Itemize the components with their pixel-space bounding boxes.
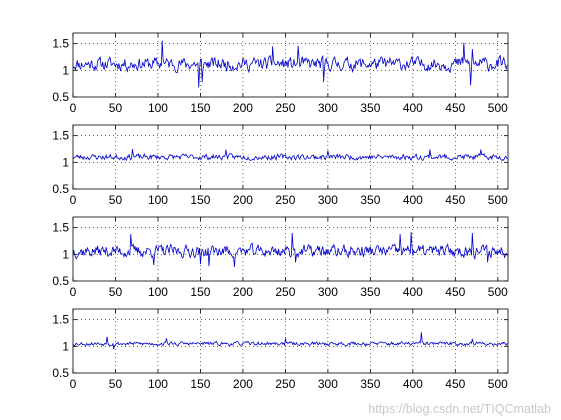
x-tick-label: 300: [318, 193, 338, 207]
x-tick-label: 250: [275, 285, 295, 299]
subplot-3: 0 50 100 150 200 250 300 350 400 450 500 0.5 1 1.5: [52, 216, 509, 299]
x-tick-label: 500: [488, 285, 508, 299]
x-tick-label: 500: [488, 193, 508, 207]
x-tick-label: 350: [360, 377, 380, 391]
x-tick-label: 50: [109, 193, 123, 207]
y-tick-label: 1.5: [52, 313, 69, 327]
y-tick-label: 0.5: [52, 90, 69, 104]
x-tick-label: 0: [70, 285, 77, 299]
x-tick-label: 100: [148, 101, 168, 115]
subplot-2: 0 50 100 150 200 250 300 350 400 450 500 0.5 1 1.5: [52, 124, 509, 207]
x-tick-label: 50: [109, 101, 123, 115]
watermark: https://blog.csdn.net/TIQCmatlab: [368, 402, 551, 416]
x-tick-label: 450: [445, 193, 465, 207]
axes-box: [72, 216, 509, 282]
x-tick-label: 50: [109, 285, 123, 299]
x-tick-label: 500: [488, 377, 508, 391]
plot-area: [73, 309, 508, 373]
y-tick-label: 0.5: [52, 182, 69, 196]
y-tick-label: 1: [62, 63, 69, 77]
y-tick-label: 1.5: [52, 37, 69, 51]
axes-box: [72, 308, 509, 374]
x-tick-label: 350: [360, 101, 380, 115]
y-tick-label: 0.5: [52, 366, 69, 380]
series-line: [72, 148, 508, 162]
y-tick-label: 1.5: [52, 221, 69, 235]
x-tick-label: 0: [70, 377, 77, 391]
x-tick-label: 400: [403, 285, 423, 299]
axes-box: [72, 32, 509, 98]
x-tick-label: 0: [70, 193, 77, 207]
subplot-1: 0 50 100 150 200 250 300 350 400 450 500 0.5 1 1.5: [52, 32, 509, 115]
x-tick-label: 350: [360, 193, 380, 207]
x-tick-label: 50: [109, 377, 123, 391]
x-tick-label: 300: [318, 377, 338, 391]
x-tick-label: 250: [275, 193, 295, 207]
x-tick-label: 100: [148, 285, 168, 299]
x-tick-label: 350: [360, 285, 380, 299]
series-line: [72, 231, 508, 268]
y-tick-label: 1: [62, 155, 69, 169]
x-tick-label: 500: [488, 101, 508, 115]
series-line: [72, 332, 508, 350]
subplot-4: 0 50 100 150 200 250 300 350 400 450 500 0.5 1 1.5: [52, 308, 509, 391]
x-tick-label: 200: [233, 285, 253, 299]
x-tick-label: 150: [190, 285, 210, 299]
series-line: [72, 40, 508, 88]
y-tick-label: 1.5: [52, 129, 69, 143]
y-tick-label: 1: [62, 339, 69, 353]
x-tick-label: 100: [148, 193, 168, 207]
x-tick-label: 250: [275, 377, 295, 391]
x-tick-label: 450: [445, 101, 465, 115]
x-tick-label: 450: [445, 377, 465, 391]
x-tick-label: 150: [190, 377, 210, 391]
axes-box: [72, 124, 509, 190]
y-tick-label: 0.5: [52, 274, 69, 288]
x-tick-label: 0: [70, 101, 77, 115]
x-tick-label: 200: [233, 193, 253, 207]
x-tick-label: 250: [275, 101, 295, 115]
x-tick-label: 450: [445, 285, 465, 299]
x-tick-label: 150: [190, 193, 210, 207]
x-tick-label: 400: [403, 193, 423, 207]
x-tick-label: 150: [190, 101, 210, 115]
plot-area: [73, 125, 508, 189]
x-tick-label: 100: [148, 377, 168, 391]
x-tick-label: 200: [233, 101, 253, 115]
x-tick-label: 300: [318, 285, 338, 299]
x-tick-label: 200: [233, 377, 253, 391]
x-tick-label: 400: [403, 101, 423, 115]
x-tick-label: 400: [403, 377, 423, 391]
x-tick-label: 300: [318, 101, 338, 115]
y-tick-label: 1: [62, 247, 69, 261]
